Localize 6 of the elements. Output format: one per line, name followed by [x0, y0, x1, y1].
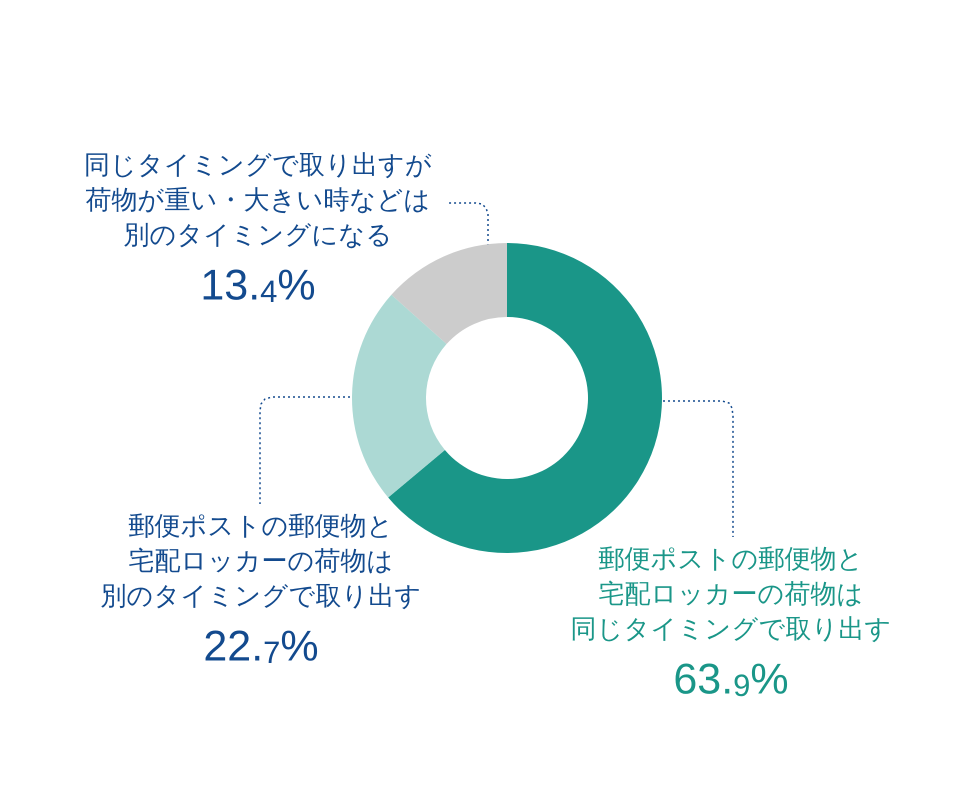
data-label: 63.9% [673, 656, 789, 704]
data-label: 22.7% [203, 622, 319, 670]
slice-label: 郵便ポストの郵便物と宅配ロッカーの荷物は別のタイミングで取り出す [100, 512, 422, 612]
slice-label: 同じタイミングで取り出すが荷物が重い・大きい時などは別のタイミングになる [84, 150, 432, 250]
data-label: 13.4% [200, 262, 316, 310]
slice-label: 郵便ポストの郵便物と宅配ロッカーの荷物は同じタイミングで取り出す [570, 544, 892, 644]
